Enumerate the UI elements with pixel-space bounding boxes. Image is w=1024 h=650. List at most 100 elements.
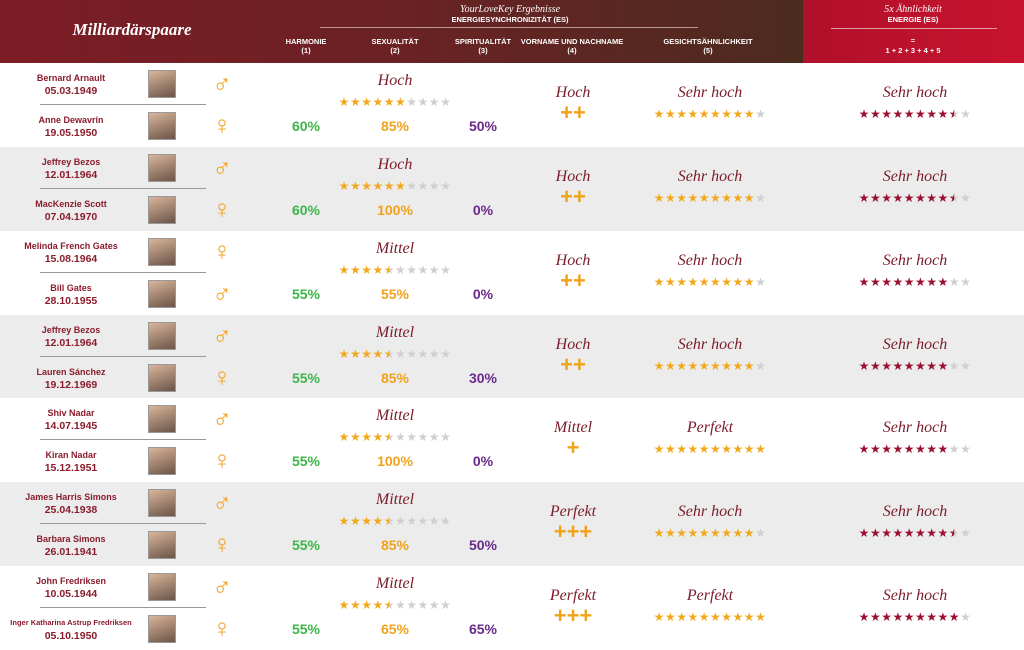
spiritualitaet: 0% [472, 453, 494, 470]
star: ★ [710, 526, 722, 541]
star: ★ [892, 442, 904, 457]
gender-symbol: ♂ [212, 151, 232, 182]
star: ★ [937, 442, 949, 457]
star: ★ [653, 442, 665, 457]
person-photo [148, 615, 176, 644]
name-plus: ++ [560, 267, 586, 293]
star: ★ [858, 526, 870, 541]
star: ★ [361, 514, 373, 529]
star: ★ [903, 610, 915, 625]
es-label: Hoch [377, 72, 413, 89]
star: ★ [732, 442, 744, 457]
star: ★ [428, 178, 441, 193]
person-photo [148, 363, 176, 392]
star: ★ [361, 430, 373, 445]
gender-symbol: ♀ [212, 361, 232, 392]
star: ★ [676, 274, 688, 289]
sexualitaet: 85% [380, 118, 410, 134]
star: ★ [687, 274, 699, 289]
star: ★ [428, 346, 441, 361]
star: ★ [395, 598, 407, 613]
star: ★ [698, 442, 710, 457]
table-row: Shiv Nadar 14.07.1945 ♂ Kiran Nadar 15.12.19… [0, 398, 1024, 483]
divider [40, 187, 206, 189]
sexualitaet: 85% [380, 369, 410, 386]
star: ★ [687, 358, 699, 373]
spiritualitaet: 65% [468, 621, 498, 638]
spiritualitaet: 50% [468, 118, 498, 134]
person-date: 14.07.1945 [44, 420, 98, 433]
star: ★ [698, 274, 710, 289]
star-rating: ★★★★★★★★★★ [654, 108, 767, 120]
harmonie: 60% [291, 118, 321, 134]
star: ★ [755, 190, 767, 205]
divider [40, 523, 206, 525]
person-photo [148, 405, 176, 434]
star: ★ [869, 610, 882, 625]
star: ★ [653, 107, 665, 121]
harmonie: 55% [291, 537, 321, 554]
star: ★ [881, 190, 893, 205]
star: ★ [881, 274, 893, 289]
star: ★ [881, 610, 893, 625]
star: ★ [881, 358, 893, 373]
star: ★ [417, 262, 429, 277]
spiritualitaet: 30% [468, 369, 498, 386]
star: ★ [428, 514, 441, 529]
star: ★ [892, 526, 904, 541]
star-rating: ★★★★★★★★★★ [654, 192, 767, 204]
star-rating: ★★★★★★★★★★ [859, 611, 972, 623]
star: ★ [676, 190, 688, 205]
es-label: Mittel [375, 491, 415, 509]
star: ★ [698, 526, 710, 541]
star: ★ [892, 190, 904, 205]
star: ★ [858, 610, 870, 625]
star: ★ [892, 107, 904, 121]
star: ★ [338, 95, 350, 109]
star: ★ [428, 95, 441, 109]
person-name: Shiv Nadar [47, 408, 95, 419]
star: ★ [653, 190, 665, 205]
star: ★ [428, 598, 441, 613]
star: ★ [858, 190, 870, 205]
column-number: (1) [301, 46, 311, 55]
star-rating: ★★★★★★★★★★ [339, 180, 452, 192]
person-name: Jeffrey Bezos [41, 324, 101, 335]
star-rating: ★★★★★★★★★★ [339, 96, 452, 108]
person-date: 12.01.1964 [44, 168, 98, 181]
star: ★ [710, 274, 722, 289]
star: ★ [406, 262, 418, 277]
person-name: Bill Gates [50, 282, 92, 293]
table-row: Melinda French Gates 15.08.1964 ♀ Bill Gate… [0, 230, 1024, 315]
star: ★ [664, 610, 677, 625]
gender-symbol: ♀ [212, 193, 232, 224]
star: ★ [721, 442, 733, 457]
star: ★ [338, 430, 350, 445]
person-name: Bernard Arnault [36, 73, 106, 83]
star: ★ [721, 190, 733, 205]
sexualitaet: 100% [377, 201, 413, 218]
es-label: Hoch [377, 155, 413, 173]
star-rating: ★★★★★★★★★★ [859, 360, 972, 372]
star: ★ [915, 442, 927, 457]
star: ★ [676, 610, 688, 625]
column-number: (4) [567, 46, 577, 55]
star: ★ [383, 346, 395, 361]
star: ★ [698, 358, 710, 373]
star: ★ [417, 178, 429, 193]
person-photo [148, 489, 176, 518]
name-label: Hoch [555, 167, 591, 185]
person-name: John Fredriksen [35, 576, 107, 587]
table-row: Jeffrey Bezos 12.01.1964 ♂ MacKenzie Scott 0… [0, 146, 1024, 231]
person-photo [148, 153, 176, 182]
person-photo [148, 237, 176, 266]
star: ★ [406, 514, 418, 529]
star: ★ [732, 107, 744, 121]
name-plus: +++ [553, 603, 593, 629]
harmonie: 60% [291, 201, 321, 218]
star: ★ [372, 95, 384, 109]
table-row: James Harris Simons 25.04.1938 ♂ Barbara Si… [0, 482, 1024, 567]
star: ★ [395, 178, 407, 193]
name-label: Perfekt [549, 503, 597, 521]
star: ★ [395, 430, 407, 445]
